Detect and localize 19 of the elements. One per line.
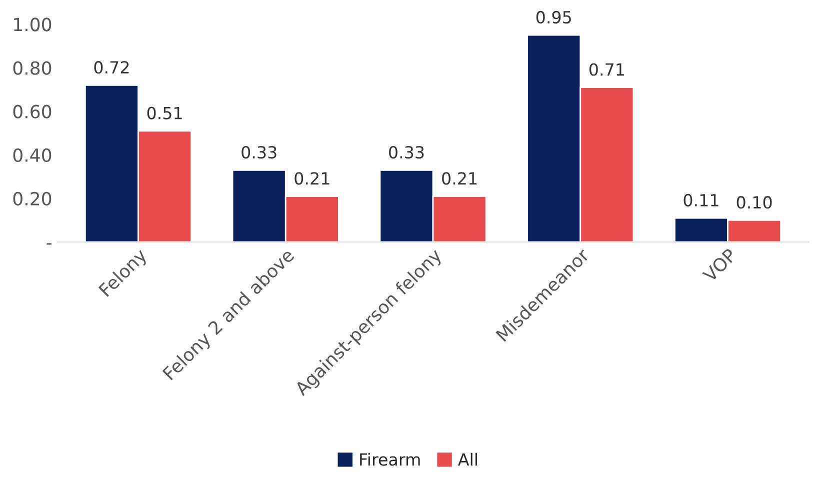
data-label: 0.10: [736, 196, 772, 209]
y-tick-label: 1.00: [14, 18, 52, 32]
x-tick-label: VOP: [702, 248, 738, 283]
y-tick-label: 0.60: [13, 104, 52, 118]
legend-label: Firearm: [360, 452, 420, 466]
data-label: 0.33: [242, 146, 276, 159]
data-label: 0.33: [389, 146, 424, 159]
y-tick-label: 0.20: [13, 192, 52, 206]
data-label: 0.95: [536, 10, 571, 24]
y-tick-label: 0.80: [13, 61, 52, 75]
data-label: 0.51: [147, 106, 182, 120]
data-label: 0.71: [589, 63, 624, 76]
data-label: 0.21: [294, 172, 330, 185]
data-label: 0.72: [94, 61, 129, 74]
y-tick-label: -: [46, 243, 52, 245]
legend-label: All: [458, 452, 477, 466]
y-tick-label: 0.40: [13, 148, 52, 162]
data-label: 0.11: [684, 194, 718, 206]
data-label: 0.21: [442, 172, 477, 185]
